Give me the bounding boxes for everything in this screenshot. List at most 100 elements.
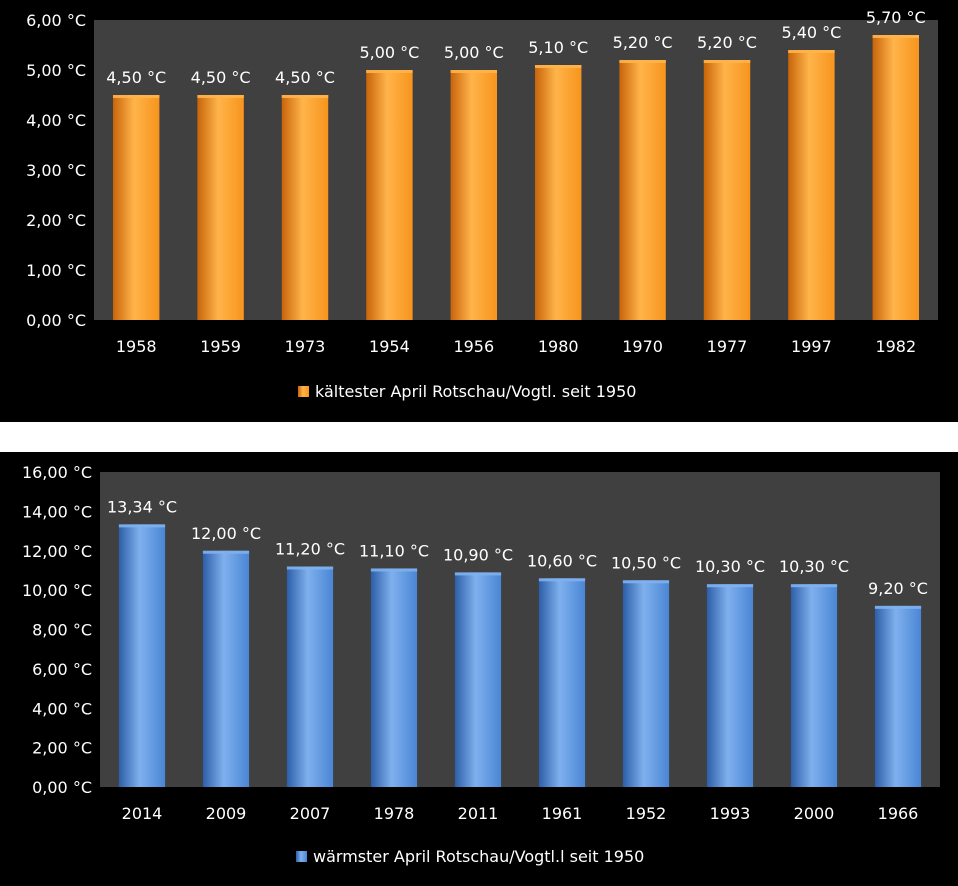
legend-swatch — [296, 851, 307, 862]
y-tick-label: 2,00 °C — [32, 739, 92, 758]
bar-top — [534, 65, 582, 68]
bar-top — [619, 60, 666, 63]
bar — [366, 70, 413, 320]
bar-top — [112, 95, 160, 98]
x-tick-label: 1997 — [791, 337, 832, 356]
y-tick-label: 8,00 °C — [32, 621, 92, 640]
x-tick-label: 1959 — [200, 337, 241, 356]
bar — [874, 605, 922, 787]
bar-top — [706, 584, 754, 588]
bar-top — [450, 70, 498, 73]
x-tick-label: 2011 — [458, 804, 499, 823]
bar — [197, 95, 244, 320]
bar — [788, 50, 835, 320]
legend-swatch — [298, 386, 309, 397]
data-label: 10,50 °C — [611, 553, 681, 572]
x-tick-label: 2009 — [206, 804, 247, 823]
x-tick-label: 1982 — [875, 337, 916, 356]
chart-warmest-april-svg: 0,00 °C 2,00 °C 4,00 °C 6,00 °C 8,00 °C 10,00… — [22, 463, 940, 866]
x-tick-label: 1954 — [369, 337, 410, 356]
y-tick-label: 10,00 °C — [22, 581, 92, 600]
data-label: 4,50 °C — [275, 68, 335, 87]
chart-coldest-april-svg: 0,00 °C 1,00 °C 2,00 °C 3,00 °C 4,00 °C 5,00 … — [26, 8, 938, 401]
bar — [872, 35, 920, 320]
x-tick-label: 1977 — [707, 337, 748, 356]
x-tick-label: 1956 — [453, 337, 494, 356]
data-label: 10,60 °C — [527, 551, 597, 570]
legend-label: kältester April Rotschau/Vogtl. seit 195… — [315, 382, 636, 401]
x-tick-label: 2000 — [794, 804, 835, 823]
x-tick-label: 2007 — [290, 804, 331, 823]
x-tick-label: 1961 — [542, 804, 583, 823]
bar — [703, 60, 751, 320]
y-tick-label: 5,00 °C — [26, 61, 86, 80]
y-tick-label: 1,00 °C — [26, 261, 86, 280]
x-tick-label: 1980 — [538, 337, 579, 356]
data-label: 5,70 °C — [866, 8, 926, 27]
bar-top — [788, 50, 835, 53]
x-tick-label: 1952 — [626, 804, 667, 823]
data-label: 12,00 °C — [191, 524, 261, 543]
bar — [202, 550, 250, 787]
bar-top — [790, 584, 838, 588]
bar-top — [370, 568, 418, 572]
x-tick-label: 1970 — [622, 337, 663, 356]
y-tick-label: 4,00 °C — [32, 699, 92, 718]
data-label: 11,10 °C — [359, 541, 429, 560]
bar-top — [874, 605, 922, 609]
data-label: 4,50 °C — [106, 68, 166, 87]
data-label: 5,10 °C — [528, 38, 588, 57]
bar — [370, 568, 418, 787]
bar — [450, 70, 498, 320]
bar-top — [202, 550, 250, 554]
y-tick-label: 0,00 °C — [32, 778, 92, 797]
data-label: 5,00 °C — [444, 43, 504, 62]
bar-top — [118, 524, 166, 528]
data-label: 4,50 °C — [191, 68, 251, 87]
bar — [286, 566, 334, 787]
bar — [281, 95, 329, 320]
chart-warmest-april: 0,00 °C 2,00 °C 4,00 °C 6,00 °C 8,00 °C 10,00… — [0, 452, 958, 886]
data-label: 5,40 °C — [781, 23, 841, 42]
data-label: 9,20 °C — [868, 579, 928, 598]
y-tick-label: 4,00 °C — [26, 111, 86, 130]
bar-top — [872, 35, 920, 38]
data-label: 5,00 °C — [359, 43, 419, 62]
bar — [538, 578, 586, 787]
bar — [534, 65, 582, 320]
y-tick-label: 2,00 °C — [26, 211, 86, 230]
bar-top — [281, 95, 329, 98]
x-tick-label: 1958 — [116, 337, 157, 356]
bar — [112, 95, 160, 320]
y-tick-label: 14,00 °C — [22, 502, 92, 521]
bar — [619, 60, 666, 320]
data-label: 10,90 °C — [443, 545, 513, 564]
x-tick-label: 1978 — [374, 804, 415, 823]
bar-top — [286, 566, 334, 570]
data-label: 5,20 °C — [697, 33, 757, 52]
y-tick-label: 6,00 °C — [26, 11, 86, 30]
bar — [622, 580, 670, 787]
x-tick-label: 1966 — [878, 804, 919, 823]
bar-top — [622, 580, 670, 584]
bar-top — [366, 70, 413, 73]
data-label: 11,20 °C — [275, 540, 345, 559]
data-label: 10,30 °C — [779, 557, 849, 576]
y-tick-label: 6,00 °C — [32, 660, 92, 679]
data-label: 13,34 °C — [107, 497, 177, 516]
bar — [454, 572, 502, 787]
y-tick-label: 12,00 °C — [22, 542, 92, 561]
bar — [706, 584, 754, 787]
x-tick-label: 2014 — [122, 804, 163, 823]
bar — [118, 524, 166, 787]
data-label: 10,30 °C — [695, 557, 765, 576]
data-label: 5,20 °C — [613, 33, 673, 52]
bar-top — [454, 572, 502, 576]
bar-top — [538, 578, 586, 582]
legend-label: wärmster April Rotschau/Vogtl.l seit 195… — [313, 847, 644, 866]
bar-top — [703, 60, 751, 63]
chart-coldest-april: 0,00 °C 1,00 °C 2,00 °C 3,00 °C 4,00 °C 5,00 … — [0, 0, 958, 422]
x-tick-label: 1973 — [285, 337, 326, 356]
x-tick-label: 1993 — [710, 804, 751, 823]
bar-top — [197, 95, 244, 98]
